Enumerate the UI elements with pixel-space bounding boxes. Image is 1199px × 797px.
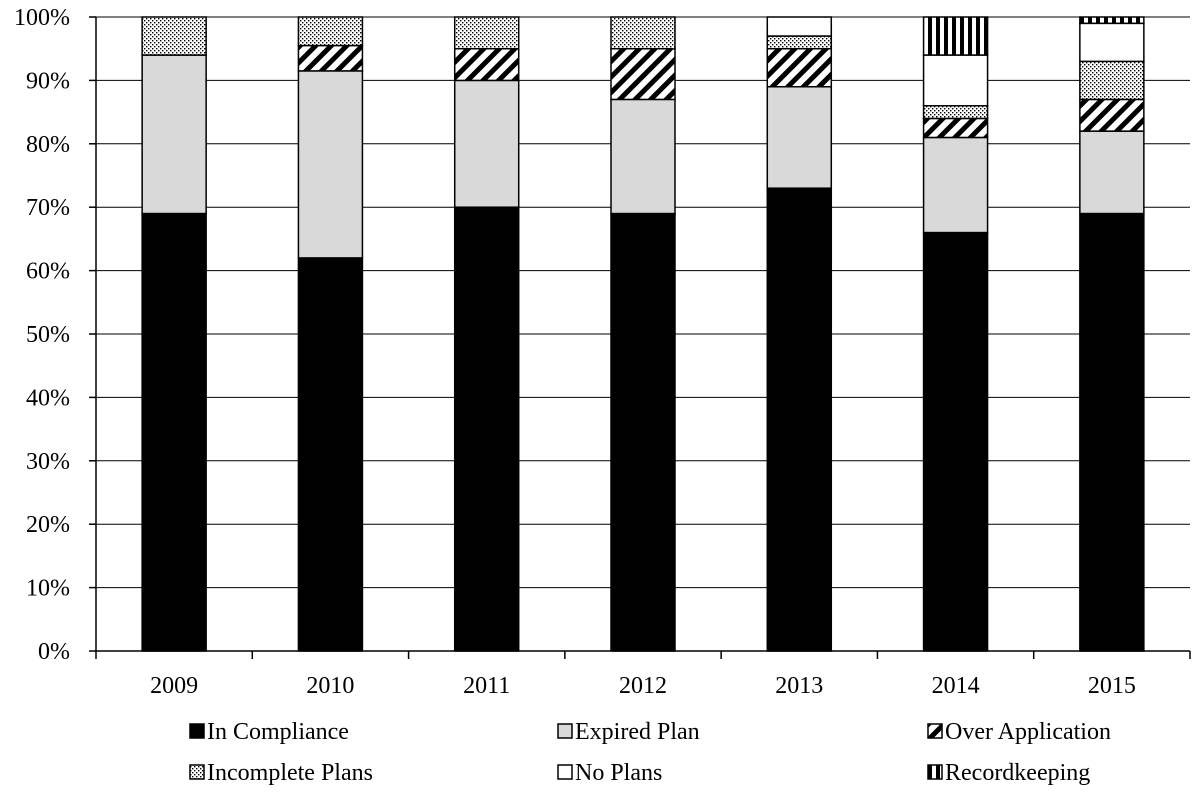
bar-segment (766, 35, 833, 50)
bar-segment (1079, 16, 1145, 25)
y-tick-label: 20% (26, 512, 70, 538)
bar-segment (453, 16, 520, 50)
x-tick-label: 2015 (1088, 673, 1136, 699)
bar-segment (922, 117, 989, 139)
bar-segment (453, 47, 520, 82)
y-tick-label: 90% (26, 68, 70, 94)
y-tick-label: 80% (26, 132, 70, 158)
y-tick-label: 50% (26, 322, 70, 348)
y-tick-label: 70% (26, 195, 70, 221)
legend-swatch (557, 723, 573, 739)
x-tick-label: 2014 (932, 673, 980, 699)
bar-segment (297, 257, 364, 652)
y-tick-label: 60% (26, 259, 70, 285)
bar-segment (297, 44, 364, 72)
bar-segment (141, 212, 207, 652)
bar-segment (922, 105, 989, 120)
x-tick-label: 2009 (150, 673, 198, 699)
legend-swatch (927, 723, 943, 739)
bar-segment (766, 85, 833, 189)
legend-label: Expired Plan (575, 719, 700, 745)
bar-segment (141, 16, 207, 56)
bar-segment (141, 54, 207, 215)
y-tick-label: 0% (38, 639, 70, 665)
bar-segment (922, 231, 989, 652)
y-tick-label: 100% (14, 5, 70, 31)
axes (89, 16, 1191, 659)
y-tick-labels: 0% 10% 20% 30% 40% 50% 60% 70% 80% 90% 100% (14, 5, 70, 665)
legend-swatch (189, 764, 205, 780)
bar-segment (453, 79, 520, 208)
bar-segment (297, 16, 364, 47)
legend-label: No Plans (575, 760, 662, 786)
legend-label: In Compliance (207, 719, 349, 745)
bar-segment (766, 47, 833, 88)
legend-label: Over Application (945, 719, 1111, 745)
legend-label: Incomplete Plans (207, 760, 373, 786)
legend-swatch (189, 723, 205, 739)
bars (141, 16, 1145, 652)
bar-segment (766, 187, 833, 652)
x-tick-label: 2013 (775, 673, 823, 699)
x-tick-label: 2012 (619, 673, 667, 699)
x-tick-labels: 2009 2010 2011 2012 2013 2014 2015 (150, 673, 1136, 699)
bar-segment (766, 16, 833, 37)
bar-segment (1079, 98, 1145, 132)
legend-label: Recordkeeping (945, 760, 1090, 786)
legend-swatch (927, 764, 943, 780)
x-tick-label: 2010 (306, 673, 354, 699)
y-tick-label: 40% (26, 385, 70, 411)
bar-segment (1079, 130, 1145, 215)
x-tick-label: 2011 (463, 673, 510, 699)
legend: In Compliance Expired Plan Over Applicatio… (189, 719, 1111, 786)
bar-segment (1079, 22, 1145, 63)
bar-segment (922, 16, 989, 56)
y-tick-label: 10% (26, 576, 70, 602)
bar-segment (297, 70, 364, 259)
bar-segment (453, 206, 520, 652)
bar-segment (610, 212, 676, 652)
bar-segment (922, 54, 989, 107)
bar-segment (610, 47, 676, 101)
bar-segment (922, 136, 989, 234)
y-tick-label: 30% (26, 449, 70, 475)
bar-segment (1079, 60, 1145, 101)
legend-swatch (557, 764, 573, 780)
bar-segment (610, 98, 676, 215)
bar-segment (1079, 212, 1145, 652)
bar-segment (610, 16, 676, 50)
